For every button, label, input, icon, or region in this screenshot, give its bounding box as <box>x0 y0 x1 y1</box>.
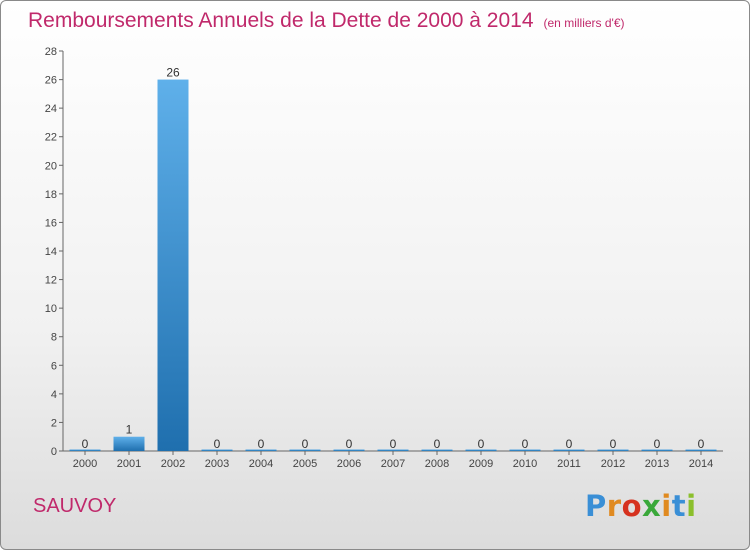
bar-2009 <box>465 449 497 451</box>
data-label-2003: 0 <box>214 437 221 451</box>
y-tick-label: 2 <box>51 417 57 429</box>
x-tick-label-2012: 2012 <box>601 458 625 470</box>
y-tick-label: 16 <box>45 217 57 229</box>
x-tick-label-2011: 2011 <box>557 458 581 470</box>
x-tick-label-2009: 2009 <box>469 458 493 470</box>
data-label-2008: 0 <box>434 437 441 451</box>
bar-2005 <box>289 449 321 451</box>
data-label-2007: 0 <box>390 437 397 451</box>
x-tick-label-2000: 2000 <box>73 458 97 470</box>
y-tick-label: 8 <box>51 332 57 344</box>
logo-letter: x <box>642 489 662 523</box>
y-tick-label: 18 <box>45 189 57 201</box>
logo-letter: t <box>671 489 687 523</box>
x-tick-label-2004: 2004 <box>249 458 273 470</box>
x-tick-label-2008: 2008 <box>425 458 449 470</box>
chart-title-text: Remboursements Annuels de la Dette de 20… <box>28 9 534 32</box>
y-tick-label: 28 <box>45 46 57 58</box>
logo-letter: P <box>585 489 607 523</box>
data-label-2006: 0 <box>346 437 353 451</box>
bar-2003 <box>201 449 233 451</box>
data-label-2010: 0 <box>522 437 529 451</box>
data-label-2005: 0 <box>302 437 309 451</box>
y-tick-label: 4 <box>51 389 57 401</box>
y-tick-label: 24 <box>45 103 57 115</box>
y-tick-label: 0 <box>51 446 57 458</box>
data-label-2004: 0 <box>258 437 265 451</box>
x-tick-label-2005: 2005 <box>293 458 317 470</box>
y-tick-label: 26 <box>45 75 57 87</box>
y-tick-label: 20 <box>45 160 57 172</box>
bar-2001 <box>113 436 145 451</box>
x-tick-label-2013: 2013 <box>645 458 669 470</box>
y-tick-label: 22 <box>45 132 57 144</box>
x-tick-label-2014: 2014 <box>689 458 713 470</box>
x-axis: 2000 2001 2002 2003 2004 2005 2006 2007 2008 2009… <box>73 451 713 470</box>
data-label-2009: 0 <box>478 437 485 451</box>
logo-letter: o <box>621 489 643 523</box>
logo-letter: i <box>686 489 697 523</box>
bar-2007 <box>377 449 409 451</box>
bar-2010 <box>509 449 541 451</box>
data-label-2001: 1 <box>126 423 133 437</box>
proxiti-logo[interactable]: Proxiti <box>585 489 697 523</box>
y-tick-label: 6 <box>51 360 57 372</box>
x-tick-label-2002: 2002 <box>161 458 185 470</box>
y-tick-label: 14 <box>45 246 57 258</box>
bar-2004 <box>245 449 277 451</box>
bar-2014 <box>685 449 717 451</box>
data-label-2013: 0 <box>654 437 661 451</box>
data-label-2000: 0 <box>82 437 89 451</box>
bar-2013 <box>641 449 673 451</box>
logo-letter: i <box>661 489 672 523</box>
bar-2006 <box>333 449 365 451</box>
bar-2011 <box>553 449 585 451</box>
bar-2000 <box>69 449 101 451</box>
x-tick-label-2007: 2007 <box>381 458 405 470</box>
bar-2008 <box>421 449 453 451</box>
x-tick-label-2001: 2001 <box>117 458 141 470</box>
commune-name: SAUVOY <box>33 495 117 517</box>
x-tick-label-2003: 2003 <box>205 458 229 470</box>
chart-title: Remboursements Annuels de la Dette de 20… <box>28 9 625 33</box>
data-label-2002: 26 <box>166 66 180 80</box>
logo-letter: r <box>606 489 622 523</box>
y-tick-label: 12 <box>45 275 57 287</box>
x-tick-label-2006: 2006 <box>337 458 361 470</box>
bar-2012 <box>597 449 629 451</box>
data-label-2012: 0 <box>610 437 617 451</box>
y-tick-label: 10 <box>45 303 57 315</box>
chart-unit: (en milliers d'€) <box>543 16 625 30</box>
x-tick-label-2010: 2010 <box>513 458 537 470</box>
data-label-2014: 0 <box>698 437 705 451</box>
bar-2002 <box>157 79 189 452</box>
data-label-2011: 0 <box>566 437 573 451</box>
bars: 0 1 26 0 0 0 0 0 0 0 0 0 0 0 0 <box>69 66 717 452</box>
